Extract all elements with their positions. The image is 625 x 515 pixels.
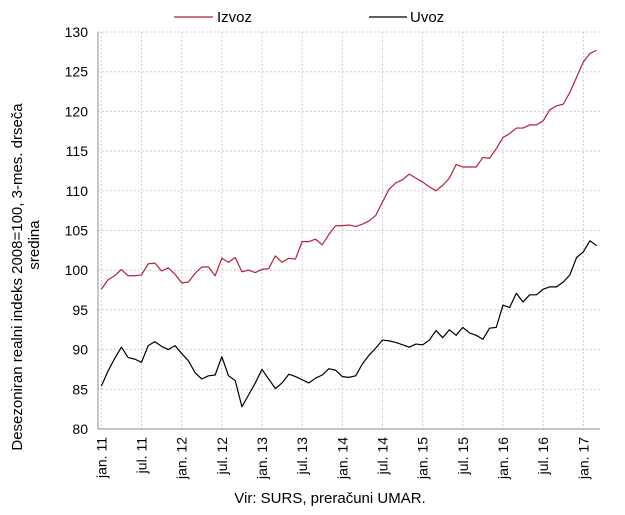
- y-tick-label: 125: [65, 64, 89, 80]
- y-tick-label: 130: [65, 24, 89, 40]
- x-tick-label: jan. 12: [174, 437, 190, 480]
- x-tick-label: jan. 11: [93, 437, 109, 479]
- y-tick-label: 90: [72, 342, 88, 358]
- series-line-uvoz: [100, 240, 597, 408]
- y-tick-label: 100: [65, 262, 89, 278]
- legend-label-uvoz: Uvoz: [410, 9, 444, 26]
- y-tick-label: 120: [65, 103, 89, 119]
- x-tick-label: jan. 17: [575, 437, 591, 480]
- y-axis-title-line-2: sredina: [26, 220, 43, 270]
- y-axis-title-line-1: Desezoniran realni indeks 2008=100, 3-me…: [9, 103, 26, 451]
- y-tick-label: 115: [66, 143, 89, 159]
- y-tick-label: 110: [66, 183, 89, 199]
- x-tick-label: jan. 16: [495, 437, 511, 480]
- x-tick-label: jan. 13: [254, 437, 270, 480]
- x-tick-label: jan. 14: [334, 437, 350, 480]
- legend-label-izvoz: Izvoz: [217, 9, 252, 26]
- x-tick-label: jul. 14: [374, 437, 390, 476]
- x-axis-tick-labels: jan. 11 jul. 11 jan. 12 jul. 12 jan. 13 jul. …: [93, 437, 591, 480]
- x-tick-label: jul. 16: [535, 437, 551, 476]
- source-note: Vir: SURS, preračuni UMAR.: [234, 490, 425, 507]
- y-tick-label: 85: [72, 381, 88, 397]
- series-line-izvoz: [100, 49, 597, 290]
- axes: [97, 32, 600, 430]
- y-tick-label: 95: [72, 302, 88, 318]
- legend: Izvoz Uvoz: [174, 9, 444, 26]
- y-tick-label: 105: [65, 223, 89, 239]
- series-lines: [100, 49, 597, 408]
- x-tick-label: jul. 11: [134, 437, 150, 475]
- x-tick-label: jul. 13: [294, 437, 310, 476]
- x-tick-label: jul. 12: [214, 437, 230, 476]
- x-tick-label: jul. 15: [455, 437, 471, 476]
- y-tick-label: 80: [72, 421, 88, 437]
- x-tick-label: jan. 15: [415, 437, 431, 480]
- gridlines: [98, 31, 600, 429]
- y-axis-tick-labels: 80 85 90 95 100 105 110 115 120 125 130: [65, 24, 89, 437]
